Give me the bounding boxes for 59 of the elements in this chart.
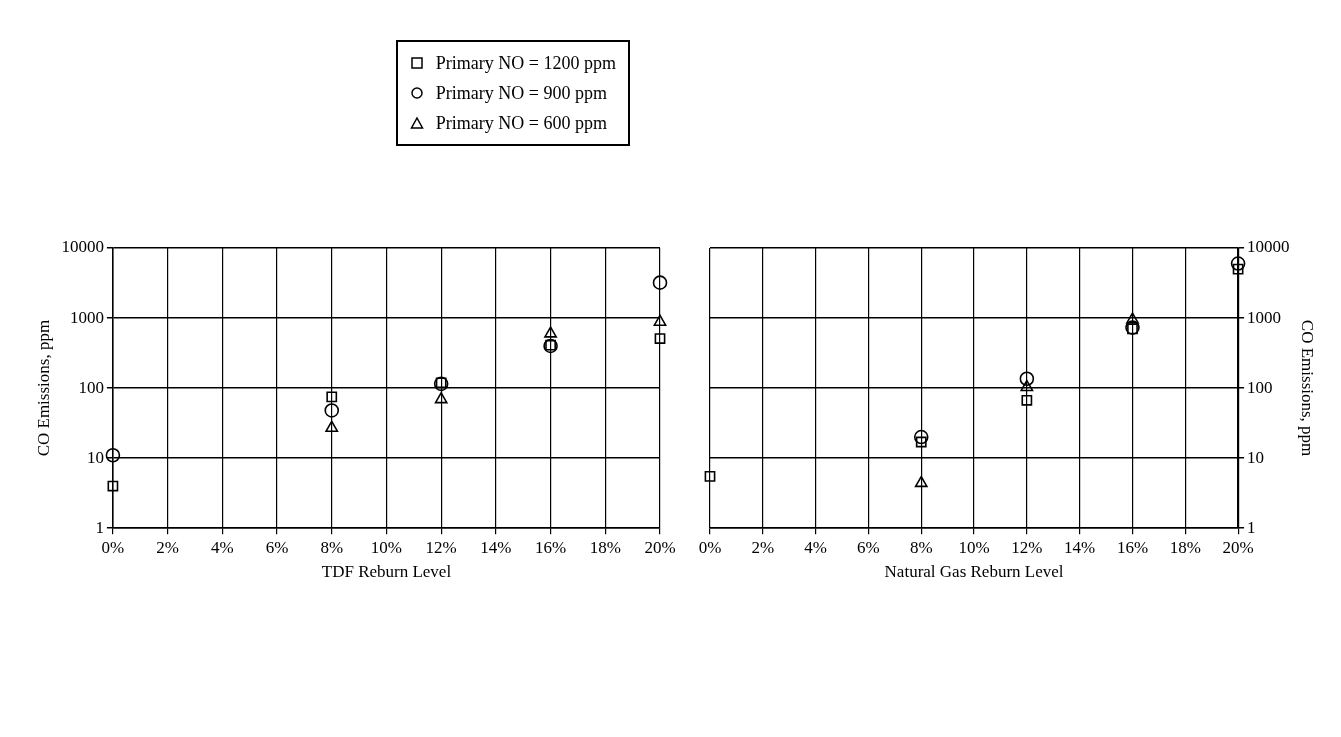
- y-tick-label: 10000: [61, 237, 104, 257]
- x-tick-label: 6%: [265, 537, 289, 557]
- x-tick-label: 16%: [534, 537, 567, 557]
- x-tick-label: 10%: [958, 537, 990, 557]
- x-tick-label: 4%: [804, 537, 827, 557]
- x-tick-label: 20%: [644, 537, 676, 557]
- x-tick-label: 2%: [156, 537, 179, 557]
- point: [1230, 256, 1246, 271]
- x-tick-label: 0%: [101, 537, 125, 557]
- y-tick-label: 1000: [1247, 307, 1282, 327]
- x-tick-label: 20%: [1222, 537, 1254, 557]
- y-tick-label: 10: [86, 447, 104, 467]
- x-tick-label: 12%: [425, 537, 457, 557]
- point: [1021, 394, 1033, 406]
- y-axis-title: CO Emissions, ppm: [1298, 319, 1318, 457]
- x-tick-label: 18%: [589, 537, 621, 557]
- x-tick-label: 14%: [480, 537, 512, 557]
- x-tick-label: 8%: [320, 537, 344, 557]
- point: [324, 403, 340, 418]
- point: [654, 333, 666, 344]
- point: [326, 391, 338, 403]
- point: [325, 420, 339, 432]
- point: [913, 429, 929, 445]
- x-axis-title: TDF Reburn Level: [321, 562, 452, 582]
- point: [105, 447, 121, 463]
- point: [653, 314, 667, 326]
- x-axis-title: Natural Gas Reburn Level: [884, 562, 1064, 582]
- point: [107, 480, 119, 492]
- y-tick-label: 1: [95, 517, 104, 537]
- point: [434, 392, 448, 404]
- x-tick-label: 2%: [751, 537, 775, 557]
- legend-label: Primary NO = 1200 ppm: [435, 52, 616, 74]
- y-axis-title: CO Emissions, ppm: [33, 319, 53, 457]
- y-tick-label: 1: [1247, 517, 1256, 537]
- point: [1019, 371, 1035, 387]
- point: [704, 470, 716, 482]
- point: [915, 436, 927, 448]
- y-tick-label: 1000: [69, 307, 104, 327]
- y-tick-label: 10000: [1247, 237, 1290, 257]
- point: [1020, 379, 1034, 392]
- x-tick-label: 6%: [857, 537, 880, 557]
- y-tick-label: 100: [1247, 377, 1273, 397]
- x-tick-label: 14%: [1064, 537, 1096, 557]
- x-tick-label: 8%: [909, 537, 933, 557]
- point: [544, 326, 558, 338]
- point: [1126, 312, 1139, 324]
- point: [914, 475, 928, 488]
- legend-label: Primary NO = 600 ppm: [435, 112, 607, 134]
- y-tick-label: 10: [1247, 447, 1265, 467]
- legend-label: Primary NO = 900 ppm: [435, 82, 607, 104]
- y-tick-label: 100: [78, 377, 104, 397]
- x-tick-label: 0%: [698, 537, 722, 557]
- x-tick-label: 16%: [1116, 537, 1149, 557]
- point: [1232, 263, 1244, 275]
- x-tick-label: 18%: [1169, 537, 1201, 557]
- x-tick-label: 10%: [370, 537, 403, 557]
- x-tick-label: 12%: [1011, 537, 1043, 557]
- x-tick-label: 4%: [210, 537, 234, 557]
- point: [652, 275, 668, 290]
